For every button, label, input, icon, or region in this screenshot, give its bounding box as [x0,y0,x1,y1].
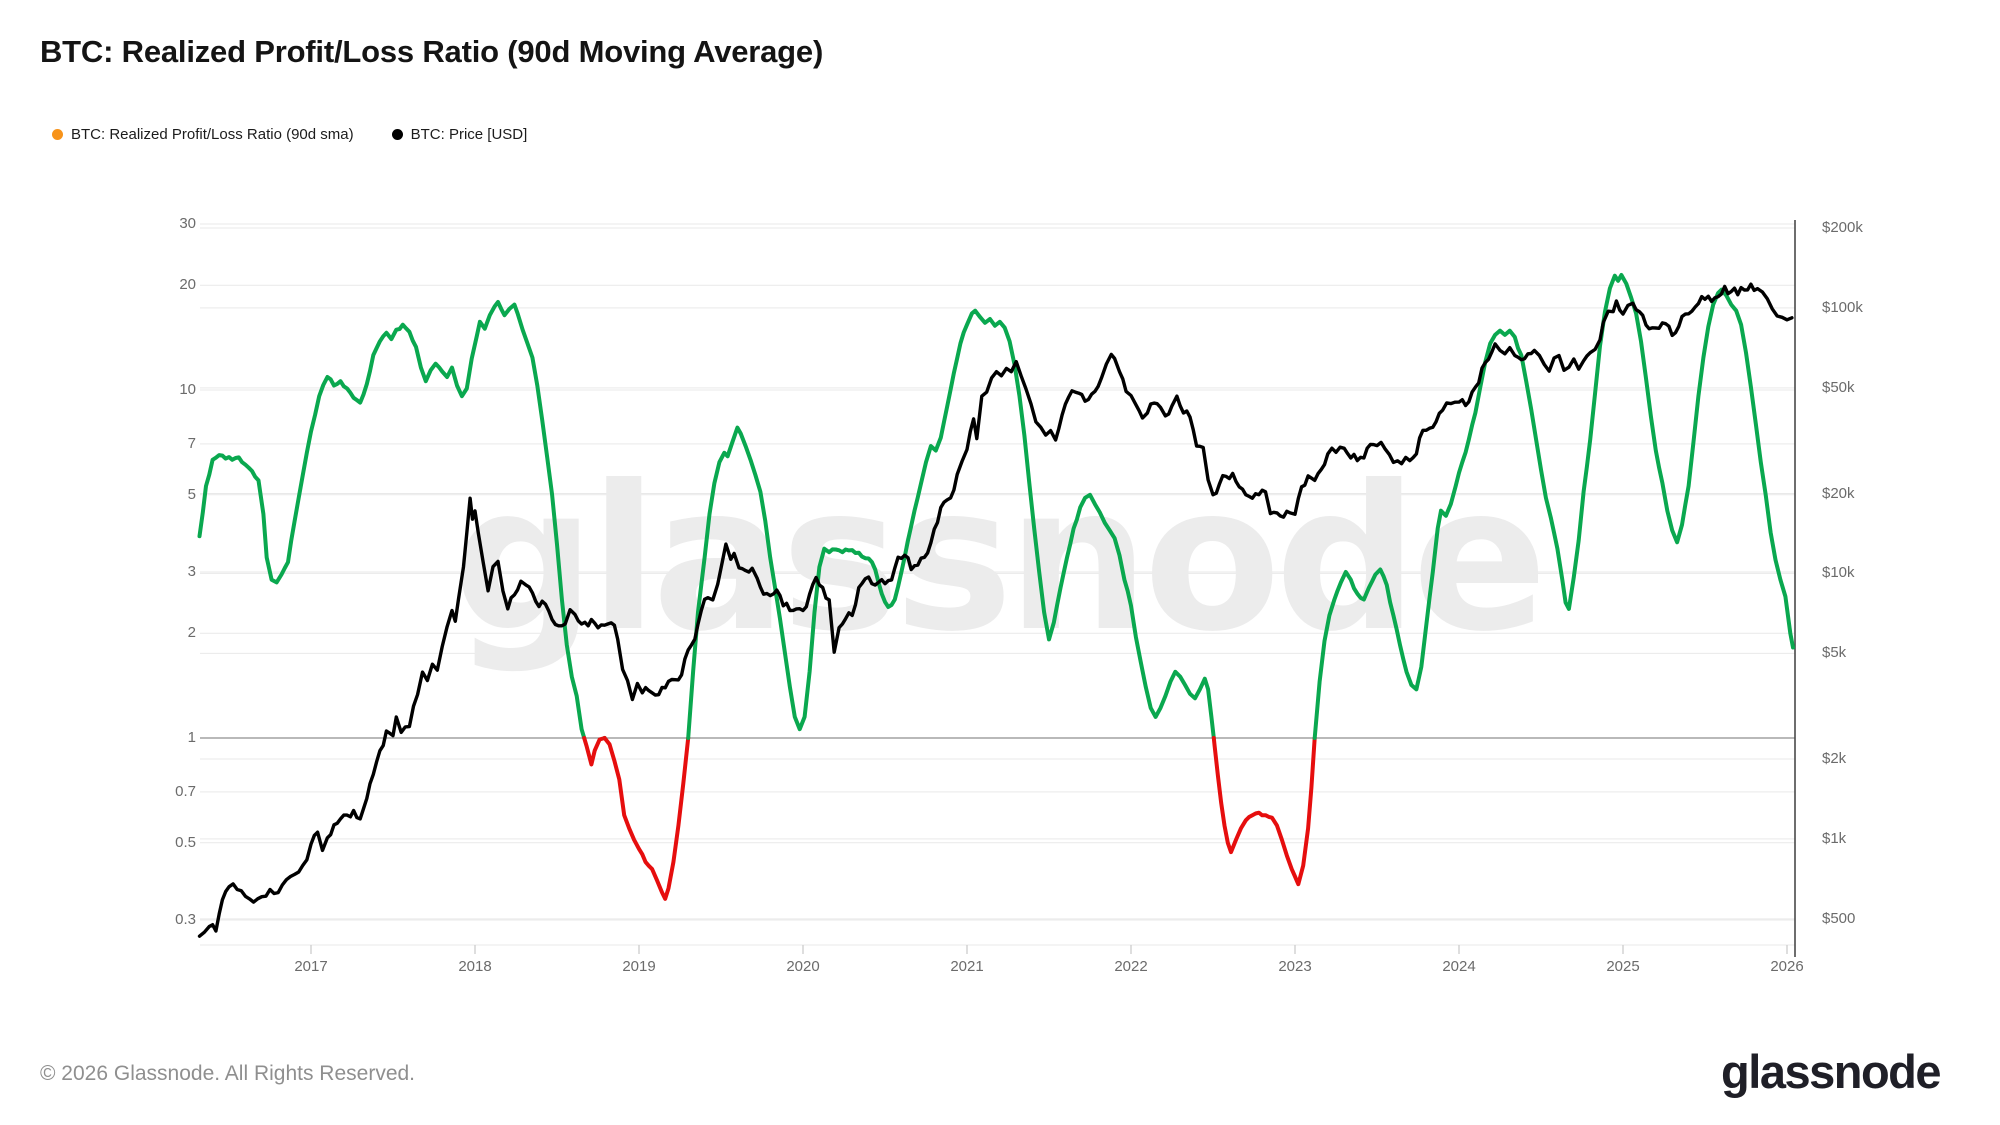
x-axis-tick-label: 2023 [1278,958,1312,975]
x-axis-tick-label: 2024 [1442,958,1476,975]
y-axis-right-tick-label: $20k [1822,484,1855,502]
y-axis-left-tick-label: 20 [179,276,196,294]
x-axis-tick-label: 2017 [294,958,328,975]
y-axis-left-tick-label: 30 [179,214,196,232]
x-axis-tick-label: 2021 [950,958,984,975]
x-axis-tick-label: 2018 [458,958,492,975]
ratio-line-green [686,308,1216,740]
legend-item-price[interactable]: BTC: Price [USD] [391,126,528,143]
footer-copyright: © 2026 Glassnode. All Rights Reserved. [40,1062,416,1085]
y-axis-left-tick-label: 10 [179,381,196,398]
y-axis-left-tick-label: 0.7 [175,782,196,800]
y-axis-left-tick-label: 1 [187,729,196,746]
ratio-line-green [1312,273,1795,740]
y-axis-left-tick-label: 2 [187,624,196,642]
y-axis-right-tick-label: $2k [1822,750,1847,767]
legend-item-price-label: BTC: Price [USD] [410,126,528,143]
y-axis-left-tick-label: 7 [187,434,196,452]
x-axis-tick-label: 2022 [1114,958,1148,975]
legend-item-ratio[interactable]: BTC: Realized Profit/Loss Ratio (90d sma… [52,126,354,143]
legend-item-ratio-label: BTC: Realized Profit/Loss Ratio (90d sma… [71,126,354,143]
glassnode-watermark: glassnode [452,443,1541,676]
x-axis-tick-label: 2020 [786,958,820,975]
y-axis-right-tick-label: $10k [1822,564,1855,582]
ratio-line-red [602,736,691,901]
legend: BTC: Realized Profit/Loss Ratio (90d sma… [52,126,527,143]
x-axis-tick-label: 2025 [1606,958,1640,975]
y-axis-right-tick-label: $500 [1822,909,1856,927]
glassnode-logo[interactable]: glassnode [1721,1045,1941,1098]
y-axis-left-tick-label: 0.3 [175,910,196,928]
ratio-legend-dot-icon [52,129,63,140]
ratio-line-red [1211,736,1317,887]
ratio-line-green [197,300,587,740]
y-axis-right-tick-label: $5k [1822,644,1847,662]
y-axis-left-tick-label: 0.5 [175,833,196,851]
price-legend-dot-icon [391,129,403,140]
ratio-line-red [582,736,607,767]
y-axis-right-tick-label: $50k [1822,378,1855,396]
y-axis-left-tick-label: 3 [187,562,196,580]
y-axis-right-tick-label: $1k [1822,829,1847,847]
x-axis-tick-label: 2019 [622,958,656,975]
price-line [197,282,1794,938]
y-axis-right-tick-label: $100k [1822,298,1863,316]
y-axis-right-tick-label: $200k [1822,219,1863,236]
x-axis-tick-label: 2026 [1770,958,1804,975]
page-title: BTC: Realized Profit/Loss Ratio (90d Mov… [40,34,824,69]
y-axis-left-tick-label: 5 [187,485,196,503]
